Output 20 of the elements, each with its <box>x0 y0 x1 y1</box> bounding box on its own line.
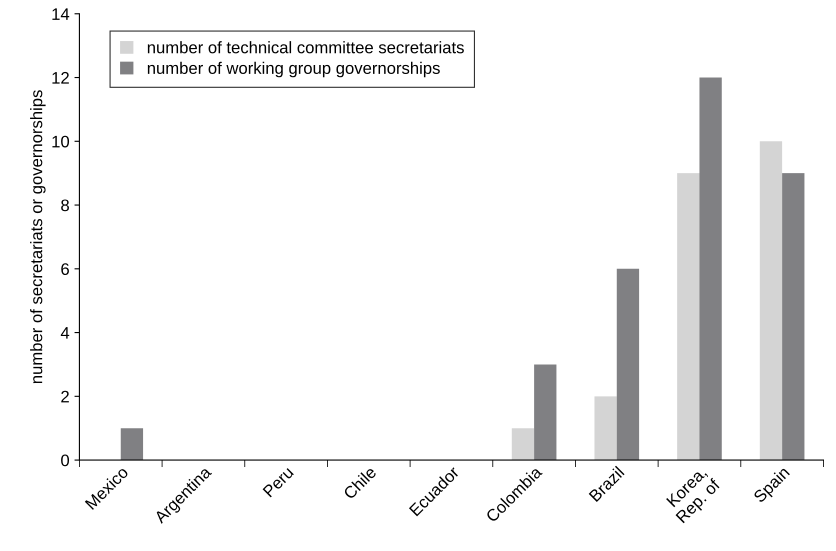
y-tick-label: 4 <box>60 327 70 339</box>
bar <box>534 364 556 460</box>
y-tick-label: 8 <box>61 199 69 212</box>
bar <box>760 141 782 460</box>
y-axis-title: number of secretariats or governorships <box>30 90 46 384</box>
y-tick-label: 0 <box>61 454 70 466</box>
bar <box>782 173 804 460</box>
bar <box>699 78 722 460</box>
bar <box>616 268 640 460</box>
legend-label: number of technical committee secretariats <box>148 41 464 54</box>
bar <box>677 173 700 460</box>
bar <box>594 396 617 460</box>
y-tick-label: 2 <box>61 390 69 402</box>
bar <box>512 428 534 460</box>
y-tick-label: 14 <box>52 8 70 20</box>
y-tick-label: 12 <box>52 72 69 84</box>
legend-label: number of working group governorships <box>148 62 440 78</box>
bar <box>120 428 144 460</box>
y-tick-label: 6 <box>61 263 69 276</box>
y-tick-label: 10 <box>52 136 70 148</box>
